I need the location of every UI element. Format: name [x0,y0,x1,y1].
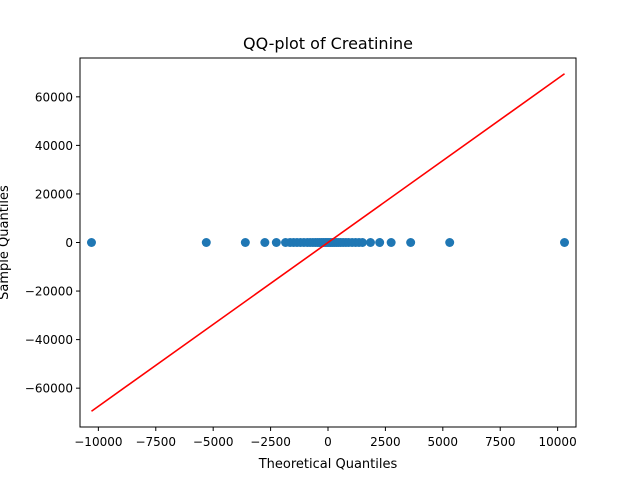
reference-line [91,73,565,412]
data-point [375,238,385,247]
data-point [386,238,396,247]
y-tick-label: 20000 [35,187,73,201]
chart-title: QQ-plot of Creatinine [243,34,413,53]
x-tick-label: −10000 [74,435,122,449]
x-tick-label: 5000 [428,435,459,449]
x-axis-label: Theoretical Quantiles [258,457,398,472]
y-tick-label: −20000 [25,285,73,299]
data-point [365,238,375,247]
x-tick-label: −2500 [250,435,291,449]
data-point [357,238,367,247]
y-axis-ticks: −60000 −40000 −20000 0 20000 40000 60000 [25,90,80,396]
x-tick-label: 10000 [539,435,577,449]
data-point [260,238,270,247]
x-tick-label: −5000 [193,435,234,449]
chart-marks [86,73,570,412]
y-tick-label: 60000 [35,90,73,104]
data-point [271,238,281,247]
data-point [406,238,416,247]
data-point [201,238,211,247]
data-point [240,238,250,247]
x-tick-label: 7500 [485,435,516,449]
y-tick-label: −60000 [25,382,73,396]
data-point [86,238,96,247]
x-tick-label: 0 [324,435,332,449]
x-tick-label: −7500 [135,435,176,449]
x-tick-label: 2500 [370,435,401,449]
x-axis-ticks: −10000 −7500 −5000 −2500 0 2500 5000 7500 10000 [74,427,577,449]
y-tick-label: −40000 [25,333,73,347]
y-tick-label: 0 [65,236,73,250]
y-tick-label: 40000 [35,139,73,153]
y-axis-label: Sample Quantiles [0,185,12,300]
data-point [560,238,570,247]
data-point [445,238,455,247]
